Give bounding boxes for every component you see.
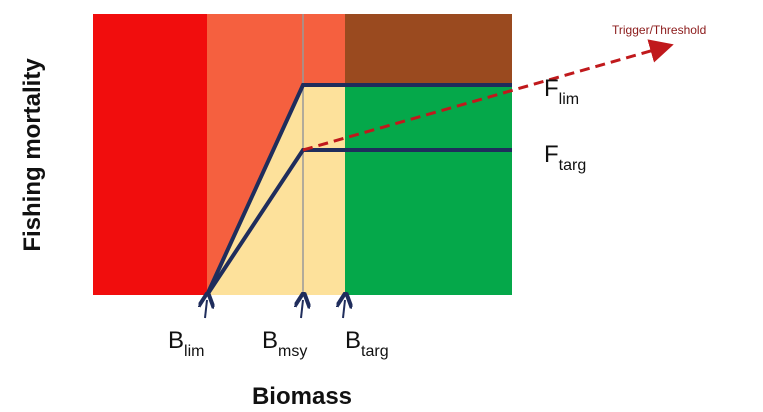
b-msy-main: B [262, 327, 278, 354]
f-lim-main: F [544, 75, 559, 102]
f-targ-main: F [544, 141, 559, 168]
b-targ-main: B [345, 327, 361, 354]
trigger-label: Trigger/Threshold [612, 23, 706, 37]
b-lim-label: Blim [168, 327, 204, 360]
flim-rule [205, 83, 512, 296]
x-axis-label: Biomass [252, 383, 352, 410]
b-msy-sub: msy [278, 343, 307, 360]
f-targ-sub: targ [559, 157, 587, 174]
f-lim-sub: lim [559, 91, 579, 108]
b-lim-main: B [168, 327, 184, 354]
b-targ-sub: targ [361, 343, 389, 360]
b-targ-arrow [343, 300, 345, 319]
b-lim-arrow [205, 300, 207, 319]
b-targ-label: Btarg [345, 327, 389, 360]
b-lim-sub: lim [184, 343, 204, 360]
b-msy-label: Bmsy [262, 327, 307, 360]
zone-red [93, 14, 207, 295]
f-targ-label: Ftarg [544, 141, 586, 174]
b-msy-arrow [301, 300, 303, 319]
y-axis-label: Fishing mortality [19, 58, 46, 252]
f-lim-label: Flim [544, 75, 579, 108]
zone-brown [345, 14, 512, 85]
zone-green [345, 85, 512, 295]
